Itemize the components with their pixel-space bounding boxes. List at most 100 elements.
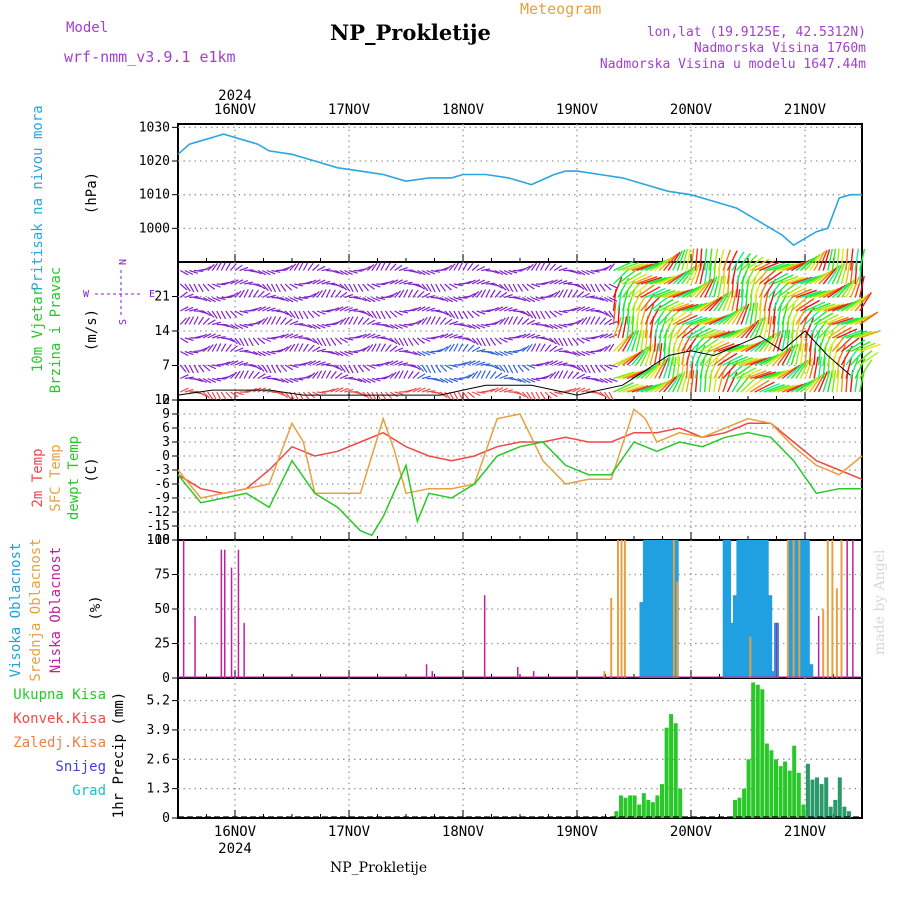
wind-barb: [284, 318, 293, 325]
wind-barb: [608, 391, 614, 401]
high-cloud-bar: [804, 540, 810, 678]
wind-barb: [239, 310, 249, 314]
wind-barb: [357, 316, 364, 325]
x-tick-label: 21NOV: [784, 102, 827, 118]
wind-barb: [531, 364, 541, 367]
wind-barb: [439, 333, 449, 339]
wind-barb: [832, 301, 853, 312]
compass-north: N: [118, 259, 129, 265]
wind-barb: [499, 269, 508, 276]
wind-barb: [198, 296, 208, 302]
wind-barb: [768, 350, 786, 366]
wind-barb: [553, 360, 563, 366]
wind-barb: [653, 316, 661, 339]
wind-barb: [676, 267, 693, 285]
wind-barb: [239, 289, 245, 298]
wind-barb: [654, 289, 676, 299]
wind-barb: [849, 357, 859, 379]
y-tick-label: 12: [154, 393, 170, 408]
wind-barb: [184, 306, 194, 312]
wind-barb: [571, 337, 579, 346]
wind-barb: [576, 364, 584, 373]
wind-barb: [243, 281, 254, 285]
wind-barb: [303, 280, 313, 285]
wind-barb: [230, 323, 239, 330]
wind-barb: [426, 283, 432, 293]
wind-barb: [626, 349, 644, 366]
wind-barb: [768, 369, 790, 380]
wind-barb: [731, 325, 751, 339]
wind-barb: [307, 337, 316, 344]
wind-barb: [376, 336, 386, 339]
wind-barb: [316, 391, 327, 394]
y-tick-label: 21: [154, 290, 170, 305]
wind-barb: [735, 289, 741, 312]
wind-barb: [586, 295, 596, 299]
wind-barb: [412, 337, 420, 346]
wind-barb: [663, 253, 679, 271]
wind-barb: [727, 326, 748, 339]
wind-barb: [799, 255, 818, 272]
wind-barb: [599, 296, 609, 303]
wind-barb: [713, 292, 728, 312]
wind-barb: [649, 380, 670, 393]
wind-barb: [613, 260, 634, 272]
wind-barb: [444, 377, 454, 384]
wind-barb: [558, 337, 564, 347]
wind-barb: [508, 269, 518, 274]
wind-barb: [649, 276, 672, 285]
wind-barb: [202, 283, 210, 292]
legend-convective-rain: Konvek.Kisa: [13, 711, 106, 727]
wind-barb: [540, 343, 546, 352]
high-cloud-bar: [756, 540, 762, 678]
high-cloud-bar: [656, 540, 662, 678]
wind-barb: [439, 283, 446, 292]
wind-barb: [494, 387, 504, 393]
wind-barb: [635, 365, 655, 380]
wind-barb: [444, 391, 451, 400]
wind-barb: [544, 323, 554, 329]
wind-barb: [754, 260, 775, 272]
wind-barb: [449, 377, 459, 383]
wind-barb: [663, 374, 679, 393]
wind-barb: [439, 310, 449, 316]
wind-barb: [740, 254, 758, 272]
wind-barb: [572, 306, 581, 312]
mid-cloud-bar: [623, 540, 626, 678]
wind-barb: [521, 391, 529, 399]
wind-barb: [708, 314, 730, 326]
wind-barb: [553, 265, 563, 272]
wind-barb: [179, 364, 187, 373]
wind-barb: [298, 391, 304, 401]
wind-barb: [489, 289, 496, 298]
wind-barb: [339, 337, 348, 344]
wind-barb: [530, 343, 537, 352]
wind-barb: [221, 323, 231, 328]
y-tick-label: -12: [147, 505, 170, 520]
wind-barb: [859, 292, 872, 312]
wind-barb: [621, 316, 628, 339]
wind-barb: [772, 274, 794, 285]
wind-barb: [517, 391, 526, 398]
wind-barb: [389, 323, 399, 330]
wind-barb: [726, 250, 738, 271]
wind-barb: [490, 364, 499, 370]
wind-speed-line: [177, 330, 851, 396]
wind-barb: [640, 286, 661, 299]
wind-barb: [467, 292, 476, 299]
wind-barb: [303, 323, 313, 329]
wind-barb: [818, 268, 835, 285]
wind-barb: [280, 391, 289, 398]
wind-barb: [544, 337, 554, 343]
wind-barb: [663, 272, 684, 285]
wind-barb: [403, 370, 409, 379]
wind-barb: [270, 364, 277, 374]
wind-barb: [581, 306, 590, 312]
wind-barb: [604, 333, 613, 339]
high-cloud-bar: [767, 595, 773, 678]
wind-barb: [439, 296, 449, 302]
wind-barb: [239, 279, 249, 285]
wind-barb: [262, 375, 272, 380]
y-tick-label: 1030: [139, 120, 170, 135]
wind-barb: [549, 263, 557, 271]
